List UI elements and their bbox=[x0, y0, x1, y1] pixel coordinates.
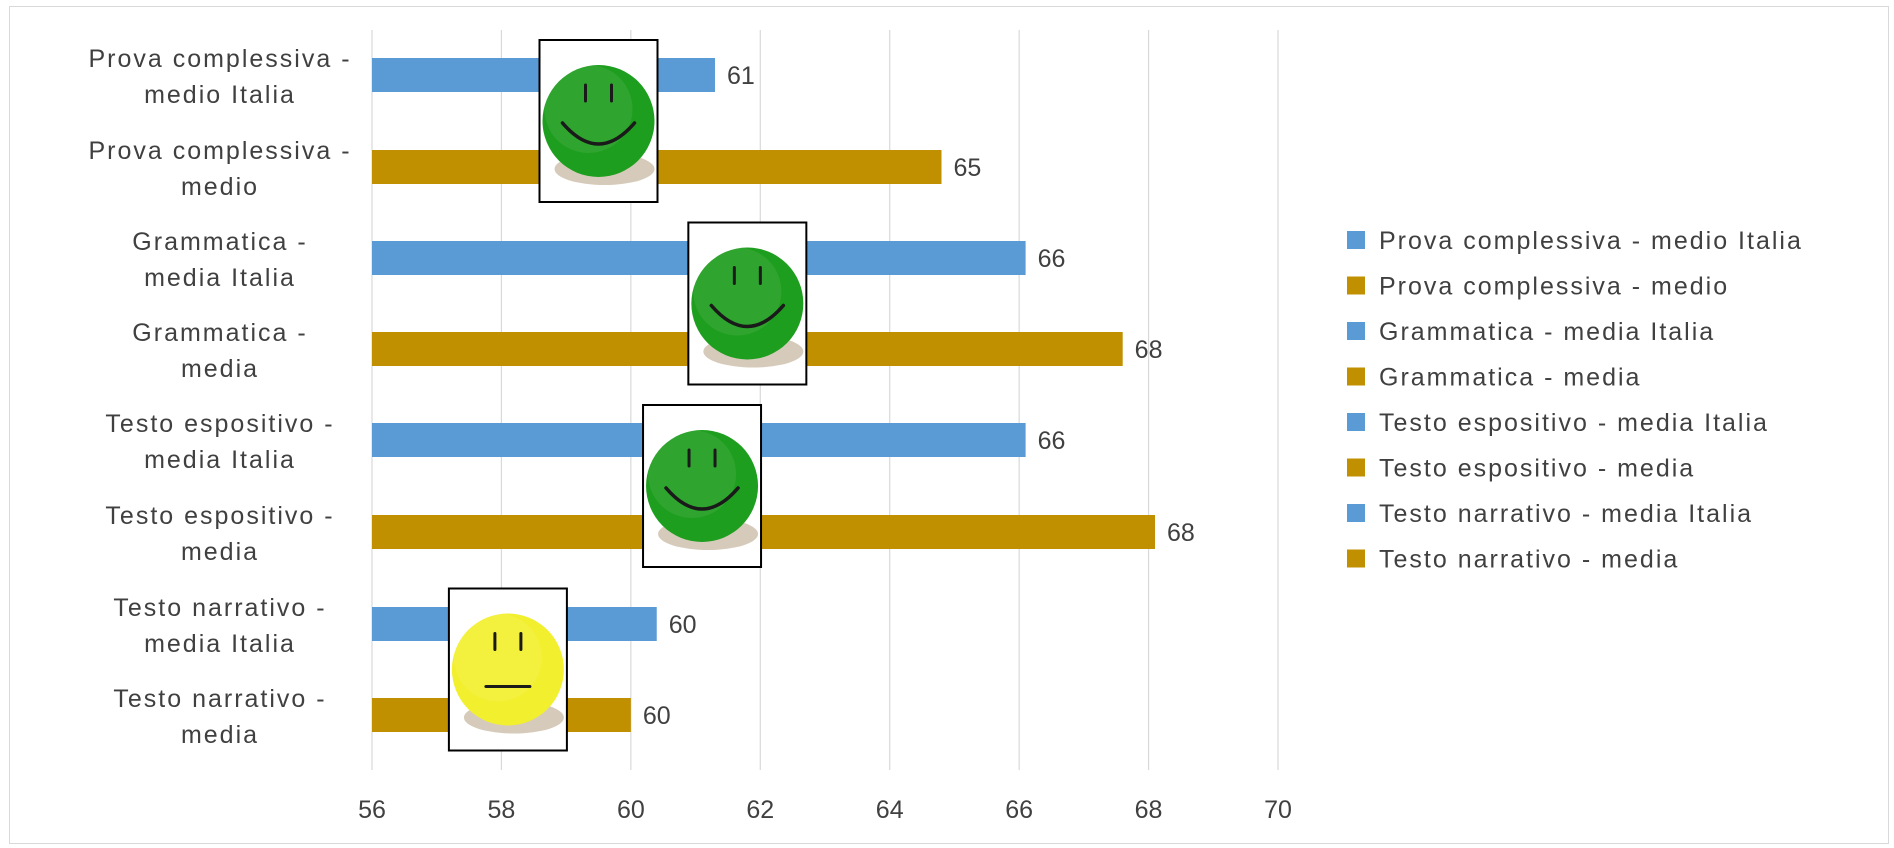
data-label: 60 bbox=[669, 611, 697, 639]
x-tick-label: 62 bbox=[746, 796, 774, 824]
category-label: Testo espositivo - bbox=[105, 502, 334, 530]
smiley-face-icon bbox=[538, 39, 659, 203]
category-label: Prova complessiva - bbox=[88, 137, 351, 165]
legend-swatch bbox=[1347, 458, 1365, 477]
category-label: Testo narrativo - bbox=[113, 685, 326, 713]
category-label: media Italia bbox=[144, 446, 296, 474]
legend-label: Testo narrativo - media Italia bbox=[1379, 500, 1753, 528]
data-label: 68 bbox=[1135, 336, 1163, 364]
legend-swatch bbox=[1347, 549, 1365, 568]
x-tick-label: 66 bbox=[1005, 796, 1033, 824]
legend-item: Testo narrativo - media bbox=[1347, 546, 1679, 574]
x-axis-ticks: 56 58 60 62 64 66 68 70 bbox=[358, 796, 1292, 824]
legend-item: Testo espositivo - media bbox=[1347, 455, 1695, 483]
data-label: 60 bbox=[643, 702, 671, 730]
legend: Prova complessiva - medio Italia Prova co… bbox=[1347, 227, 1803, 574]
x-tick-label: 60 bbox=[617, 796, 645, 824]
category-label: Prova complessiva - bbox=[88, 45, 351, 73]
x-tick-label: 70 bbox=[1264, 796, 1292, 824]
category-label: medio bbox=[181, 173, 259, 201]
legend-label: Testo narrativo - media bbox=[1379, 546, 1679, 574]
legend-label: Grammatica - media Italia bbox=[1379, 318, 1715, 346]
category-label: media bbox=[181, 538, 259, 566]
legend-swatch bbox=[1347, 231, 1365, 249]
legend-label: Testo espositivo - media Italia bbox=[1379, 409, 1769, 437]
category-label: Testo narrativo - bbox=[113, 594, 326, 622]
legend-item: Grammatica - media bbox=[1347, 364, 1641, 392]
category-label: Grammatica - bbox=[132, 319, 307, 347]
legend-item: Grammatica - media Italia bbox=[1347, 318, 1715, 346]
data-label: 65 bbox=[953, 154, 981, 182]
category-label: media Italia bbox=[144, 264, 296, 292]
x-tick-label: 68 bbox=[1135, 796, 1163, 824]
data-label: 66 bbox=[1038, 245, 1066, 273]
category-label: media bbox=[181, 721, 259, 749]
legend-label: Prova complessiva - medio Italia bbox=[1379, 227, 1803, 255]
legend-item: Prova complessiva - medio bbox=[1347, 273, 1729, 301]
smiley-annotations bbox=[447, 39, 808, 752]
category-label: Testo espositivo - bbox=[105, 410, 334, 438]
legend-swatch bbox=[1347, 367, 1365, 386]
category-label: media bbox=[181, 355, 259, 383]
legend-label: Prova complessiva - medio bbox=[1379, 273, 1729, 301]
legend-swatch bbox=[1347, 504, 1365, 522]
category-label: Grammatica - bbox=[132, 228, 307, 256]
x-tick-label: 58 bbox=[488, 796, 516, 824]
neutral-face-icon bbox=[447, 587, 568, 752]
legend-item: Testo espositivo - media Italia bbox=[1347, 409, 1769, 437]
data-label: 61 bbox=[727, 62, 755, 90]
x-tick-label: 64 bbox=[876, 796, 904, 824]
category-labels: Prova complessiva - medio Italia Prova com… bbox=[88, 45, 351, 749]
legend-swatch bbox=[1347, 322, 1365, 340]
legend-item: Testo narrativo - media Italia bbox=[1347, 500, 1753, 528]
smiley-face-icon bbox=[687, 221, 808, 386]
data-labels: 61 65 66 68 66 68 60 60 bbox=[643, 62, 1195, 730]
bar bbox=[372, 515, 1156, 549]
category-label: medio Italia bbox=[144, 81, 296, 109]
category-label: media Italia bbox=[144, 630, 296, 658]
legend-item: Prova complessiva - medio Italia bbox=[1347, 227, 1803, 255]
smiley-face-icon bbox=[642, 404, 763, 568]
legend-label: Grammatica - media bbox=[1379, 364, 1641, 392]
legend-swatch bbox=[1347, 413, 1365, 431]
data-label: 68 bbox=[1167, 519, 1195, 547]
x-tick-label: 56 bbox=[358, 796, 386, 824]
legend-swatch bbox=[1347, 276, 1365, 295]
data-label: 66 bbox=[1038, 427, 1066, 455]
legend-label: Testo espositivo - media bbox=[1379, 455, 1695, 483]
